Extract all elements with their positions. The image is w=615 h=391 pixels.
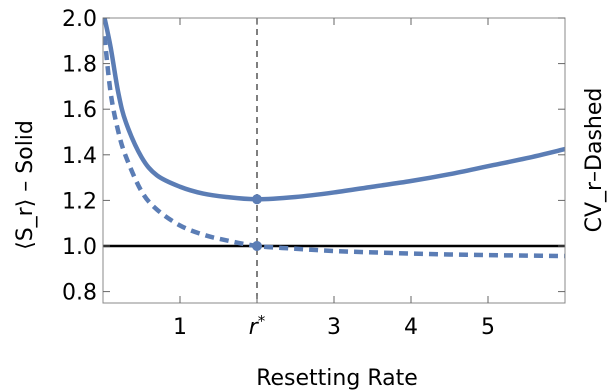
y-tick-label: 2.0 — [62, 7, 97, 32]
mean-solid-series — [103, 18, 565, 202]
x-axis-title: Resetting Rate — [256, 366, 418, 391]
dashed-crossing-point — [252, 241, 262, 251]
y-tick-label: 1.6 — [62, 98, 97, 123]
y-tick-label: 1.4 — [62, 144, 97, 169]
y-tick-label: 1.8 — [62, 53, 97, 78]
x-tick-label: 5 — [481, 315, 495, 340]
cv-dashed-series — [103, 35, 565, 259]
y-axis-right-title: CV_r–Dashed — [582, 88, 607, 233]
y-tick-label: 1.2 — [62, 189, 97, 214]
x-tick-label: 1 — [173, 315, 187, 340]
axes-frame — [102, 17, 566, 304]
x-tick-label: r* — [249, 312, 266, 340]
x-tick-label: 4 — [404, 315, 418, 340]
axis-ticks: 1 r* 3 4 5 0.8 1.0 1.2 1.4 1.6 1.8 2.0 — [62, 7, 565, 340]
y-axis-left-title: ⟨S_r⟩ – Solid — [13, 120, 38, 250]
plot-area — [103, 18, 565, 303]
x-tick-label: 3 — [327, 315, 341, 340]
x-tick-label-superscript: * — [258, 312, 266, 330]
y-tick-label: 0.8 — [62, 281, 97, 306]
plot-frame — [102, 17, 566, 304]
y-tick-label: 1.0 — [62, 235, 97, 260]
solid-minimum-point — [252, 194, 262, 205]
